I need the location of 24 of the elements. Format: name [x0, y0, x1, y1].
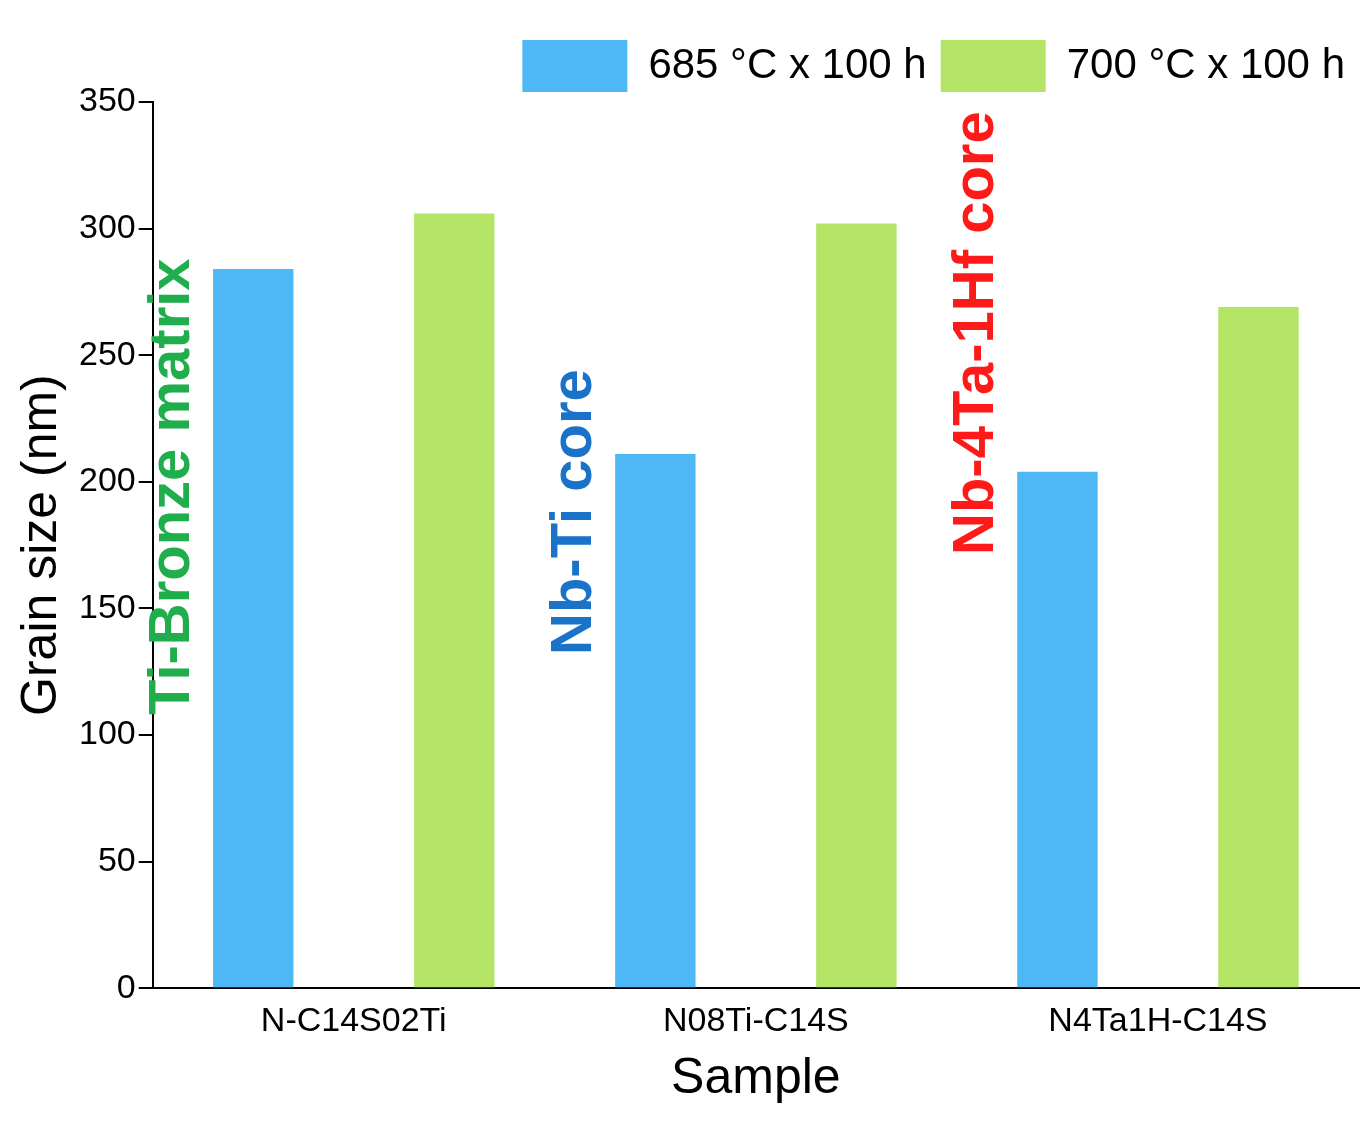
y-tick-label: 300: [78, 206, 136, 245]
y-tick-label: 200: [78, 460, 136, 499]
bar: [414, 213, 495, 988]
y-tick-label: 100: [78, 713, 136, 752]
annotation: Ti-Bronze matrix: [136, 258, 202, 715]
y-tick-label: 50: [97, 839, 136, 878]
annotation: Nb-4Ta-1Hf core: [940, 111, 1006, 555]
y-tick-label: 150: [78, 586, 136, 625]
annotation: Nb-Ti core: [538, 369, 604, 655]
y-tick-label: 0: [116, 966, 136, 1005]
x-tick-label: N-C14S02Ti: [260, 999, 447, 1038]
bar: [615, 453, 696, 988]
x-axis-title: Sample: [671, 1047, 841, 1104]
bar: [816, 223, 897, 988]
legend-label: 700 °C x 100 h: [1066, 39, 1345, 87]
legend-label: 685 °C x 100 h: [648, 39, 927, 87]
x-tick-label: N4Ta1H-C14S: [1048, 999, 1268, 1038]
bar: [1218, 307, 1299, 988]
y-tick-label: 350: [78, 80, 136, 119]
x-tick-label: N08Ti-C14S: [662, 999, 849, 1038]
bar: [213, 269, 294, 988]
y-axis-title: Grain size (nm): [10, 374, 67, 716]
y-tick-label: 250: [78, 333, 136, 372]
bar: [1017, 471, 1098, 988]
